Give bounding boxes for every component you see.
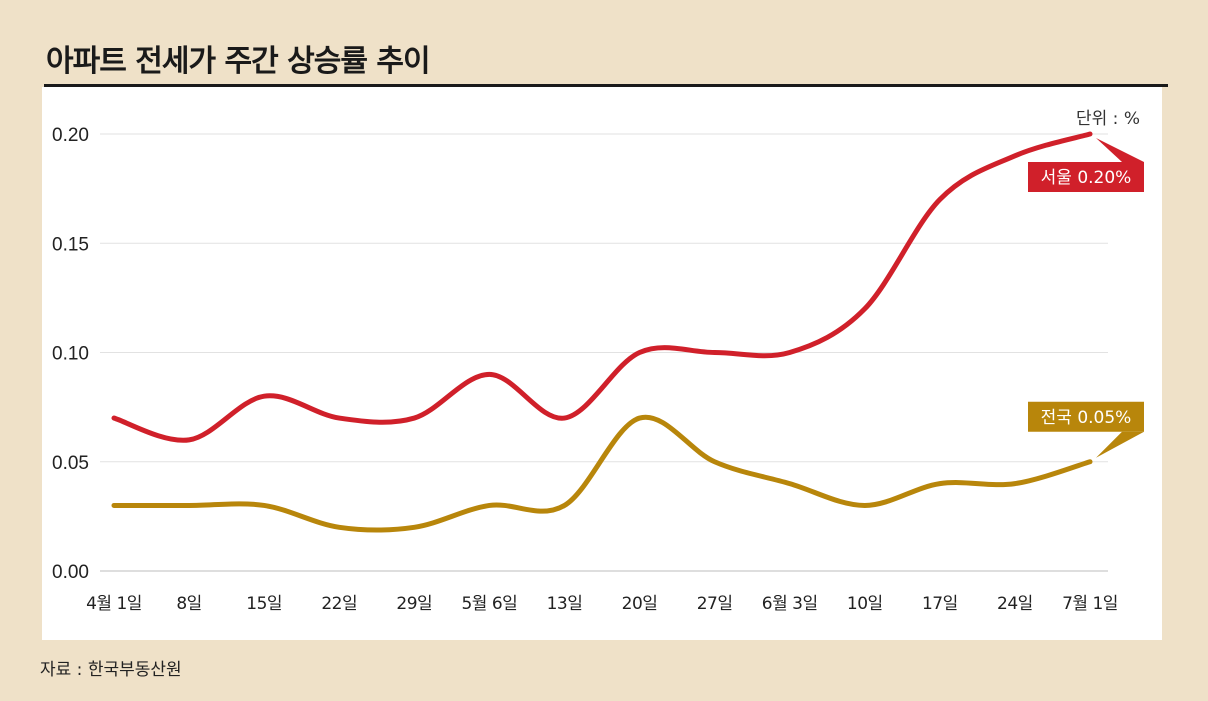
series-line-1	[111, 414, 1093, 533]
y-tick-label: 0.00	[52, 562, 89, 583]
data-point	[787, 481, 792, 486]
data-point	[1088, 132, 1092, 136]
x-tick-label: 29일	[396, 594, 432, 614]
series-label: 서울 0.20%	[1041, 168, 1132, 188]
data-point	[412, 416, 417, 421]
x-tick-label: 22일	[321, 594, 357, 614]
y-tick-label: 0.15	[52, 234, 89, 255]
data-point	[637, 350, 642, 355]
plot-panel	[42, 87, 1162, 640]
x-tick-label: 24일	[997, 594, 1033, 614]
data-point	[487, 503, 492, 508]
data-point	[337, 416, 342, 421]
x-tick-label: 13일	[547, 594, 583, 614]
data-point	[1088, 459, 1092, 464]
x-tick-label: 20일	[622, 594, 658, 614]
x-tick-label: 17일	[922, 594, 958, 614]
x-tick-label: 10일	[847, 594, 883, 614]
data-point	[112, 416, 116, 421]
title-rule	[44, 84, 1168, 87]
unit-label: 단위 : %	[1076, 109, 1140, 129]
data-point	[862, 306, 867, 311]
data-point	[187, 437, 192, 442]
data-point	[637, 416, 642, 421]
data-point	[412, 525, 417, 530]
y-tick-label: 0.20	[52, 125, 89, 146]
data-point	[712, 459, 717, 464]
x-tick-label: 4월 1일	[86, 594, 142, 614]
data-point	[937, 197, 942, 202]
x-tick-label: 8일	[176, 594, 201, 614]
x-tick-label: 15일	[246, 594, 282, 614]
data-point	[787, 350, 792, 355]
data-point	[937, 481, 942, 486]
data-point	[1012, 481, 1017, 486]
data-point	[562, 503, 567, 508]
chart-title: 아파트 전세가 주간 상승률 추이	[46, 44, 431, 79]
x-tick-label: 27일	[697, 594, 733, 614]
source-note: 자료 : 한국부동산원	[40, 660, 182, 680]
callout-pointer	[1096, 431, 1144, 458]
data-point	[262, 503, 267, 508]
series-label: 전국 0.05%	[1041, 408, 1132, 428]
data-point	[487, 372, 492, 377]
data-point	[1012, 153, 1017, 158]
y-tick-label: 0.10	[52, 344, 89, 365]
data-point	[562, 416, 567, 421]
callout-box	[1028, 162, 1144, 192]
callout-box	[1028, 401, 1144, 432]
data-point	[262, 394, 267, 399]
data-point	[112, 503, 116, 508]
data-point	[862, 503, 867, 508]
x-tick-label: 5월 6일	[461, 594, 517, 614]
data-point	[337, 525, 342, 530]
callout-pointer	[1096, 138, 1144, 162]
data-point	[712, 350, 717, 355]
x-tick-label: 6월 3일	[762, 594, 818, 614]
x-tick-label: 7월 1일	[1062, 594, 1118, 614]
y-tick-label: 0.05	[52, 453, 89, 474]
data-point	[187, 503, 192, 508]
series-line-0	[111, 131, 1093, 443]
